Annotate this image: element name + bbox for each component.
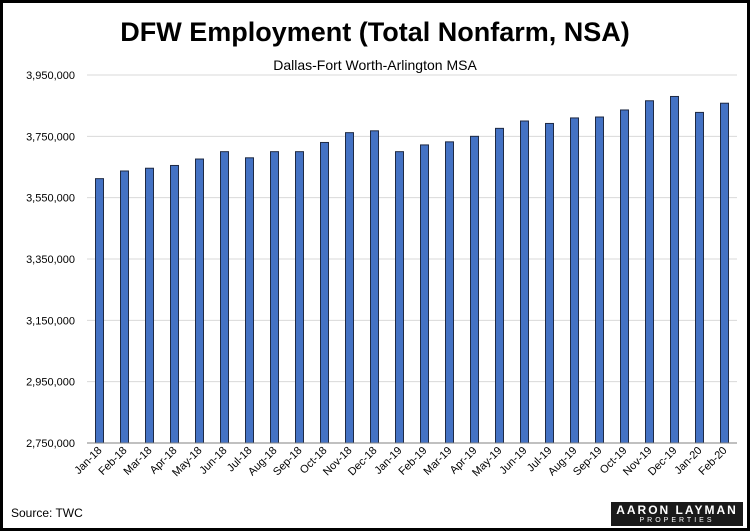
logo-brand: AARON LAYMAN [616, 503, 738, 517]
x-tick-label: Feb-20 [696, 445, 729, 478]
y-tick-label: 2,750,000 [26, 438, 75, 450]
bar [545, 122, 554, 444]
x-tick-label: Mar-19 [421, 445, 454, 478]
chart-subtitle: Dallas-Fort Worth-Arlington MSA [273, 57, 477, 73]
y-tick-label: 3,350,000 [26, 254, 75, 266]
bar [120, 170, 129, 444]
bar [470, 135, 479, 444]
bar [570, 117, 579, 444]
bar [420, 144, 429, 444]
x-tick-label: Jun-18 [197, 445, 229, 477]
bar [295, 151, 304, 444]
bar [645, 100, 654, 444]
bar [220, 151, 229, 444]
y-tick-label: 2,950,000 [26, 377, 75, 389]
y-tick-label: 3,750,000 [26, 131, 75, 143]
bar [445, 141, 454, 444]
bar [320, 141, 329, 444]
bars [95, 95, 729, 444]
bar [395, 151, 404, 444]
bar [345, 132, 354, 444]
bar [245, 157, 254, 444]
y-tick-label: 3,950,000 [26, 70, 75, 82]
bar [595, 116, 604, 444]
bar [695, 111, 704, 444]
bar [370, 130, 379, 444]
bar [95, 178, 104, 444]
source-note: Source: TWC [11, 506, 83, 520]
x-axis: Jan-18Feb-18Mar-18Apr-18May-18Jun-18Jul-… [72, 442, 737, 479]
y-axis: 2,750,000 2,950,000 3,150,000 3,350,000 3,55… [26, 70, 75, 450]
brand-logo: AARON LAYMAN PROPERTIES [611, 502, 743, 526]
chart-title: DFW Employment (Total Nonfarm, NSA) [120, 17, 630, 47]
bar [170, 164, 179, 444]
bar [195, 158, 204, 444]
bar [670, 95, 679, 444]
bar [620, 109, 629, 444]
bar [520, 120, 529, 444]
bar [495, 127, 504, 444]
bar [270, 151, 279, 444]
bar [720, 102, 729, 444]
x-tick-label: Mar-18 [121, 445, 154, 478]
bar [145, 167, 154, 444]
bar-chart: 2,750,000 2,950,000 3,150,000 3,350,000 3,55… [26, 70, 737, 479]
x-tick-label: Jun-19 [497, 445, 529, 477]
y-tick-label: 3,150,000 [26, 315, 75, 327]
logo-sub: PROPERTIES [639, 517, 715, 524]
y-tick-label: 3,550,000 [26, 193, 75, 205]
gridlines [87, 74, 737, 383]
